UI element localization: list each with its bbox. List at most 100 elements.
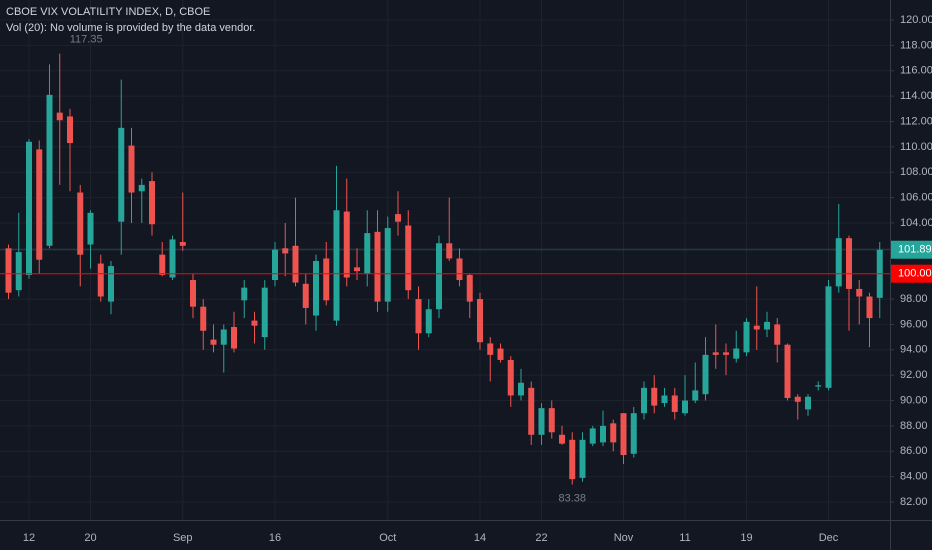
candle-body — [548, 408, 555, 433]
y-tick-label: 118.00 — [900, 39, 932, 51]
candle-body — [36, 149, 43, 260]
price-line-label: 100.00 — [898, 268, 932, 280]
candle-body — [620, 413, 627, 456]
candle-body — [712, 352, 719, 355]
candle-body — [292, 245, 299, 283]
x-tick-label: Oct — [379, 532, 396, 544]
high-label: 117.35 — [70, 34, 103, 46]
x-tick-label: Nov — [614, 532, 634, 544]
candles — [0, 53, 890, 485]
candle-body — [323, 258, 330, 301]
candle-body — [97, 263, 104, 297]
candle-body — [446, 243, 453, 259]
candle-body — [302, 283, 309, 308]
y-tick-label: 96.00 — [900, 318, 928, 330]
y-tick-label: 120.00 — [900, 14, 932, 26]
candle-body — [661, 395, 668, 404]
candle-body — [477, 299, 483, 343]
candle-body — [159, 254, 166, 275]
candle-body — [538, 408, 545, 435]
candle-body — [794, 396, 801, 402]
candle-body — [753, 325, 760, 330]
candle-body — [251, 320, 258, 326]
candle-body — [589, 428, 596, 444]
x-tick-label: Sep — [173, 532, 193, 544]
y-tick-label: 98.00 — [900, 293, 928, 305]
candle-body — [333, 210, 340, 321]
candle-body — [436, 243, 442, 310]
candle-body — [487, 343, 494, 355]
x-tick-label: 19 — [740, 532, 752, 544]
y-tick-label: 104.00 — [900, 217, 932, 229]
x-tick-label: 16 — [269, 532, 281, 544]
candle-body — [190, 280, 196, 307]
candle-body — [846, 238, 852, 289]
candle-body — [630, 413, 637, 454]
candle-body — [764, 321, 770, 330]
candle-body — [118, 127, 125, 222]
candle-body — [200, 306, 207, 331]
candle-body — [559, 434, 565, 444]
candle-body — [272, 249, 278, 281]
candle-body — [784, 344, 791, 398]
y-tick-label: 94.00 — [900, 344, 928, 356]
x-tick-label: Dec — [819, 532, 839, 544]
candle-body — [138, 184, 145, 192]
last-price-label: 101.89 — [898, 244, 932, 256]
x-tick-label: 12 — [23, 532, 35, 544]
candle-body — [77, 192, 84, 255]
candle-body — [507, 359, 514, 396]
candle-body — [169, 239, 176, 278]
candle-body — [456, 258, 463, 281]
candle-body — [866, 296, 873, 319]
x-tick-label: 20 — [84, 532, 96, 544]
candle-body — [671, 395, 678, 412]
x-tick-label: 11 — [679, 532, 690, 544]
candle-body — [67, 116, 73, 144]
candle-body — [282, 248, 289, 254]
y-tick-label: 110.00 — [900, 141, 932, 153]
candle-body — [856, 288, 863, 297]
y-tick-label: 112.00 — [900, 115, 932, 127]
candle-body — [56, 112, 63, 121]
y-tick-label: 116.00 — [900, 65, 932, 77]
y-tick-label: 84.00 — [900, 471, 928, 483]
candle-body — [343, 211, 350, 278]
candle-body — [702, 354, 709, 395]
y-tick-label: 90.00 — [900, 394, 928, 406]
candle-body — [692, 390, 699, 401]
candle-body — [46, 94, 53, 246]
candle-body — [466, 274, 473, 302]
y-tick-label: 106.00 — [900, 192, 932, 204]
price-line-box — [891, 264, 932, 283]
candle-body — [374, 231, 381, 302]
candle-body — [641, 387, 647, 414]
candle-body — [395, 214, 401, 222]
candle-body — [5, 248, 12, 293]
candle-body — [231, 326, 237, 349]
candle-body — [415, 299, 422, 334]
candle-body — [405, 225, 412, 291]
y-tick-label: 114.00 — [900, 90, 932, 102]
candle-body — [497, 348, 504, 360]
y-tick-label: 82.00 — [900, 496, 928, 508]
y-tick-label: 108.00 — [900, 166, 932, 178]
candle-body — [805, 396, 811, 410]
candle-body — [384, 228, 391, 302]
candle-body — [87, 212, 94, 245]
candle-body — [528, 387, 535, 435]
y-tick-label: 86.00 — [900, 445, 928, 457]
candle-body — [108, 266, 114, 302]
candle-body — [261, 287, 268, 338]
candle-body — [220, 329, 227, 345]
candle-body — [733, 348, 740, 359]
candle-body — [835, 238, 842, 287]
candle-body — [518, 382, 524, 396]
candle-body — [682, 400, 688, 414]
candle-body — [241, 287, 248, 301]
candle-body — [569, 439, 576, 480]
candle-body — [26, 141, 32, 275]
chart-subtitle: Vol (20): No volume is provided by the d… — [6, 22, 255, 34]
